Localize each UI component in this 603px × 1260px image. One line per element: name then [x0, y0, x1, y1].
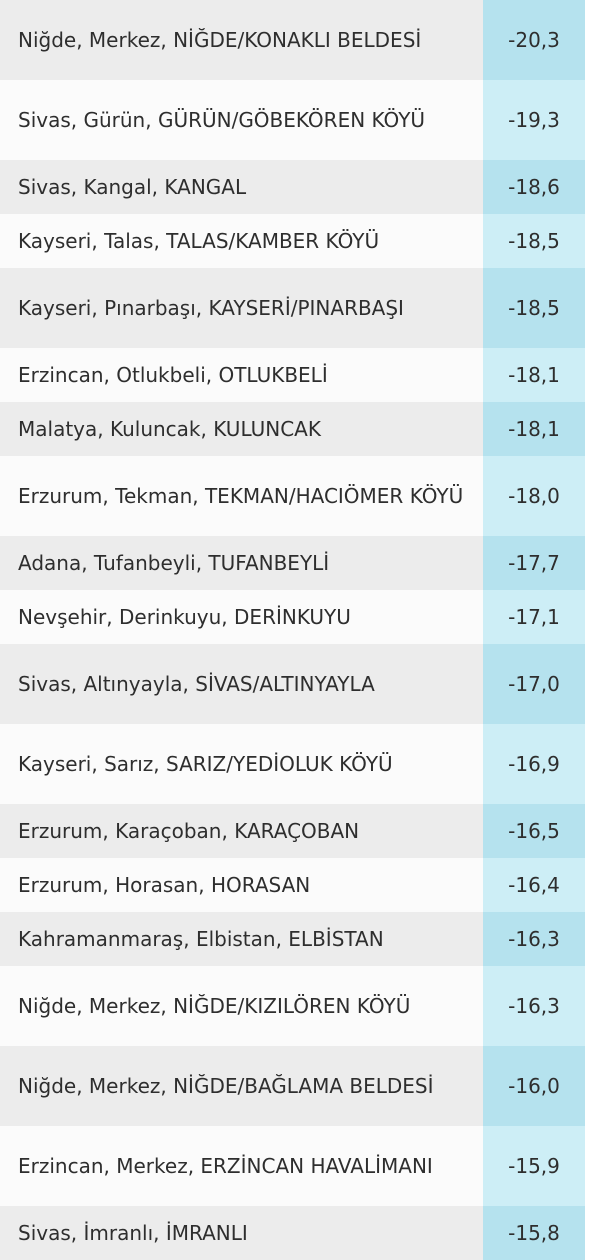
value-cell: -19,3 — [483, 80, 585, 160]
row-margin — [585, 80, 603, 160]
row-margin — [585, 268, 603, 348]
value-cell: -16,9 — [483, 724, 585, 804]
value-cell: -15,9 — [483, 1126, 585, 1206]
row-margin — [585, 1046, 603, 1126]
table-row: Nevşehir, Derinkuyu, DERİNKUYU -17,1 — [0, 590, 603, 644]
row-margin — [585, 644, 603, 724]
value-cell: -20,3 — [483, 0, 585, 80]
location-cell: Erzurum, Karaçoban, KARAÇOBAN — [0, 804, 483, 858]
row-margin — [585, 402, 603, 456]
row-margin — [585, 214, 603, 268]
location-cell: Erzurum, Horasan, HORASAN — [0, 858, 483, 912]
row-margin — [585, 1206, 603, 1260]
row-margin — [585, 912, 603, 966]
value-cell: -16,0 — [483, 1046, 585, 1126]
table-row: Sivas, Gürün, GÜRÜN/GÖBEKÖREN KÖYÜ -19,3 — [0, 80, 603, 160]
table-row: Niğde, Merkez, NİĞDE/KONAKLI BELDESİ -20,… — [0, 0, 603, 80]
location-cell: Kayseri, Pınarbaşı, KAYSERİ/PINARBAŞI — [0, 268, 483, 348]
location-cell: Adana, Tufanbeyli, TUFANBEYLİ — [0, 536, 483, 590]
location-cell: Kayseri, Sarız, SARIZ/YEDİOLUK KÖYÜ — [0, 724, 483, 804]
table-row: Erzurum, Horasan, HORASAN -16,4 — [0, 858, 603, 912]
table-row: Erzincan, Otlukbeli, OTLUKBELİ -18,1 — [0, 348, 603, 402]
location-cell: Malatya, Kuluncak, KULUNCAK — [0, 402, 483, 456]
value-cell: -15,8 — [483, 1206, 585, 1260]
value-cell: -16,3 — [483, 912, 585, 966]
location-cell: Nevşehir, Derinkuyu, DERİNKUYU — [0, 590, 483, 644]
table-row: Malatya, Kuluncak, KULUNCAK -18,1 — [0, 402, 603, 456]
row-margin — [585, 724, 603, 804]
table-row: Erzurum, Tekman, TEKMAN/HACIÖMER KÖYÜ -18… — [0, 456, 603, 536]
row-margin — [585, 536, 603, 590]
table-row: Niğde, Merkez, NİĞDE/KIZILÖREN KÖYÜ -16,3 — [0, 966, 603, 1046]
table-row: Erzincan, Merkez, ERZİNCAN HAVALİMANI -15… — [0, 1126, 603, 1206]
value-cell: -18,5 — [483, 268, 585, 348]
value-cell: -17,0 — [483, 644, 585, 724]
location-cell: Niğde, Merkez, NİĞDE/KIZILÖREN KÖYÜ — [0, 966, 483, 1046]
location-cell: Sivas, İmranlı, İMRANLI — [0, 1206, 483, 1260]
row-margin — [585, 1126, 603, 1206]
location-cell: Erzincan, Merkez, ERZİNCAN HAVALİMANI — [0, 1126, 483, 1206]
row-margin — [585, 160, 603, 214]
table-row: Adana, Tufanbeyli, TUFANBEYLİ -17,7 — [0, 536, 603, 590]
row-margin — [585, 966, 603, 1046]
value-cell: -18,0 — [483, 456, 585, 536]
table-row: Sivas, Altınyayla, SİVAS/ALTINYAYLA -17,0 — [0, 644, 603, 724]
value-cell: -18,1 — [483, 348, 585, 402]
value-cell: -18,1 — [483, 402, 585, 456]
location-cell: Kayseri, Talas, TALAS/KAMBER KÖYÜ — [0, 214, 483, 268]
location-cell: Sivas, Altınyayla, SİVAS/ALTINYAYLA — [0, 644, 483, 724]
location-cell: Kahramanmaraş, Elbistan, ELBİSTAN — [0, 912, 483, 966]
value-cell: -16,5 — [483, 804, 585, 858]
table-row: Sivas, Kangal, KANGAL -18,6 — [0, 160, 603, 214]
location-cell: Niğde, Merkez, NİĞDE/KONAKLI BELDESİ — [0, 0, 483, 80]
row-margin — [585, 0, 603, 80]
value-cell: -17,1 — [483, 590, 585, 644]
table-row: Kayseri, Pınarbaşı, KAYSERİ/PINARBAŞI -18… — [0, 268, 603, 348]
row-margin — [585, 456, 603, 536]
location-cell: Erzurum, Tekman, TEKMAN/HACIÖMER KÖYÜ — [0, 456, 483, 536]
row-margin — [585, 804, 603, 858]
row-margin — [585, 590, 603, 644]
location-cell: Niğde, Merkez, NİĞDE/BAĞLAMA BELDESİ — [0, 1046, 483, 1126]
table-row: Sivas, İmranlı, İMRANLI -15,8 — [0, 1206, 603, 1260]
location-cell: Sivas, Kangal, KANGAL — [0, 160, 483, 214]
location-cell: Sivas, Gürün, GÜRÜN/GÖBEKÖREN KÖYÜ — [0, 80, 483, 160]
table-row: Kayseri, Sarız, SARIZ/YEDİOLUK KÖYÜ -16,9 — [0, 724, 603, 804]
table-row: Kayseri, Talas, TALAS/KAMBER KÖYÜ -18,5 — [0, 214, 603, 268]
table-row: Erzurum, Karaçoban, KARAÇOBAN -16,5 — [0, 804, 603, 858]
row-margin — [585, 348, 603, 402]
value-cell: -17,7 — [483, 536, 585, 590]
table-row: Kahramanmaraş, Elbistan, ELBİSTAN -16,3 — [0, 912, 603, 966]
value-cell: -16,4 — [483, 858, 585, 912]
table-row: Niğde, Merkez, NİĞDE/BAĞLAMA BELDESİ -16,… — [0, 1046, 603, 1126]
value-cell: -18,6 — [483, 160, 585, 214]
value-cell: -16,3 — [483, 966, 585, 1046]
location-cell: Erzincan, Otlukbeli, OTLUKBELİ — [0, 348, 483, 402]
value-cell: -18,5 — [483, 214, 585, 268]
row-margin — [585, 858, 603, 912]
